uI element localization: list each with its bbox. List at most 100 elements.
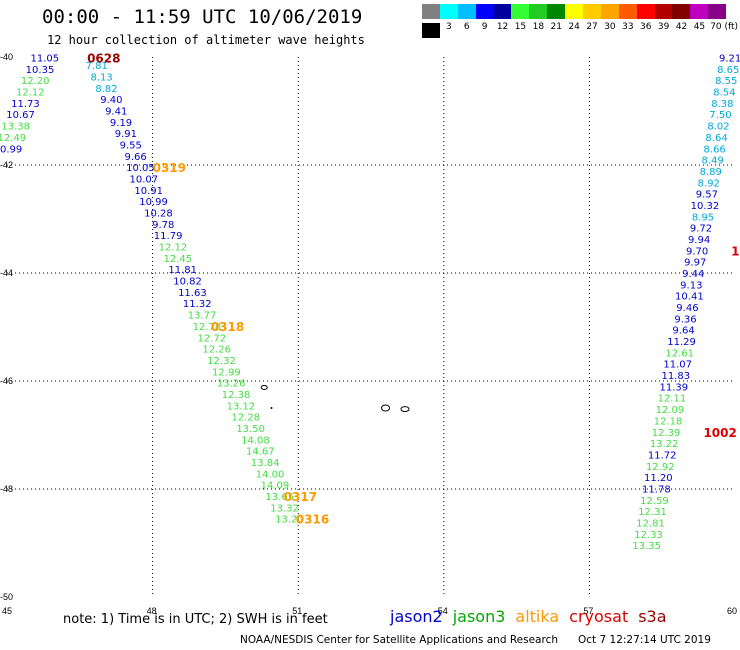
wave-height-label: 9.70 (686, 246, 708, 257)
wave-height-label: 10.99 (139, 197, 168, 208)
time-label: 10 (731, 244, 740, 258)
color-swatches (422, 4, 740, 42)
wave-height-label: 9.36 (674, 314, 696, 325)
wave-height-label: 10.28 (144, 209, 173, 220)
color-swatch (547, 4, 566, 19)
color-scale-tick: 18 (532, 22, 545, 32)
wave-height-label: 11.79 (154, 231, 183, 242)
color-swatch (672, 4, 691, 19)
wave-height-label: 8.02 (707, 122, 729, 133)
color-scale-tick: 3 (445, 22, 452, 32)
wave-height-label: 9.19 (110, 118, 132, 129)
wave-height-label: 9.78 (152, 220, 174, 231)
color-scale-tick: 24 (568, 22, 580, 32)
wave-height-label: 12.72 (197, 333, 226, 344)
wave-height-label: 7.81 (86, 61, 108, 72)
x-tick-label: 60 (727, 606, 737, 616)
wave-height-label: 9.40 (100, 95, 122, 106)
time-label: 0317 (284, 490, 317, 504)
color-scale-legend: 3 6 9 12 15 18 21 24 27 30 33 36 39 42 45 70 (ft) (422, 4, 740, 42)
wave-height-label: 12.81 (636, 518, 665, 529)
wave-height-label: 10.05 (126, 163, 155, 174)
wave-height-label: 8.82 (95, 84, 117, 95)
wave-height-label: 8.54 (713, 88, 735, 99)
wave-height-label: 9.41 (105, 106, 127, 117)
wave-height-label: 12.92 (646, 462, 675, 473)
time-label: 1002 (703, 426, 736, 440)
wave-height-label: 11.05 (31, 54, 60, 65)
island-outline (400, 406, 410, 413)
satellite-s3a: s3a (638, 607, 667, 626)
time-label: 0316 (296, 513, 329, 527)
color-swatch (565, 4, 584, 19)
wave-height-label: 11.73 (11, 99, 40, 110)
wave-height-label: 14.00 (256, 469, 285, 480)
wave-height-label: 13.50 (236, 424, 265, 435)
color-scale-tick: 33 (622, 22, 634, 32)
x-tick-label: 54 (438, 606, 448, 616)
wave-height-label: 12.38 (222, 390, 251, 401)
wave-height-label: 8.65 (717, 65, 739, 76)
time-label: 0628 (87, 52, 120, 66)
color-scale-tick: 39 (657, 22, 670, 32)
footer-timestamp: Oct 7 12:27:14 UTC 2019 (578, 634, 711, 646)
time-label: 0318 (211, 320, 244, 334)
color-swatch (618, 4, 637, 19)
wave-height-label: 13.32 (270, 503, 299, 514)
x-tick-label: 51 (292, 606, 302, 616)
satellite-jason2: jason2 (390, 607, 443, 626)
wave-height-label: 13.84 (251, 458, 280, 469)
wave-height-label: 13.38 (1, 122, 30, 133)
color-swatch (654, 4, 673, 19)
satellite-legend: jason2 jason3 altika cryosat s3a (390, 607, 677, 626)
wave-height-label: 13.35 (632, 541, 661, 552)
wave-height-label: 10.07 (130, 175, 159, 186)
y-tick-label: -42 (0, 160, 13, 170)
wave-height-label: 13.26 (217, 379, 246, 390)
wave-height-label: 9.57 (696, 190, 718, 201)
wave-height-label: 12.12 (16, 88, 45, 99)
wave-height-label: 10.82 (173, 277, 202, 288)
color-scale-tick: 12 (496, 22, 509, 32)
wave-height-label: 12.28 (231, 413, 260, 424)
color-scale-tick: 6 (463, 22, 470, 32)
wave-height-label: 10.99 (0, 144, 22, 155)
color-swatch (422, 4, 440, 19)
color-swatch (439, 4, 458, 19)
wave-height-label: 12.18 (654, 416, 683, 427)
wave-height-label: 13.22 (650, 439, 679, 450)
color-scale-tick: 36 (640, 22, 652, 32)
island-outline (381, 404, 391, 412)
color-swatch (422, 23, 440, 38)
color-scale-tick: 45 (693, 22, 706, 32)
color-scale-tick: 27 (586, 22, 598, 32)
chart-title: 00:00 - 11:59 UTC 10/06/2019 (42, 6, 363, 28)
color-swatch (708, 4, 727, 19)
color-swatch (457, 4, 476, 19)
wave-height-label: 8.49 (702, 156, 724, 167)
wave-height-label: 8.92 (698, 178, 720, 189)
wave-height-label: 12.99 (212, 367, 241, 378)
color-swatch (690, 4, 709, 19)
wave-height-label: 12.31 (638, 507, 667, 518)
wave-height-label: 12.78 (193, 322, 222, 333)
wave-height-label: 14.67 (246, 447, 275, 458)
wave-height-label: 9.21 (719, 54, 740, 65)
footer: NOAA/NESDIS Center for Satellite Applica… (240, 634, 711, 646)
island-dot (270, 407, 273, 409)
wave-height-label: 12.20 (21, 76, 50, 87)
color-swatch (600, 4, 619, 19)
x-tick-label: 45 (2, 606, 12, 616)
satellite-cryosat: cryosat (569, 607, 629, 626)
color-swatch (529, 4, 548, 19)
wave-height-label: 12.39 (652, 428, 681, 439)
color-scale-tick: 70 (ft) (710, 22, 739, 32)
wave-height-label: 11.81 (168, 265, 197, 276)
wave-height-label: 12.09 (656, 405, 685, 416)
color-scale-tick: 9 (481, 22, 488, 32)
color-scale-tick: 30 (604, 22, 616, 32)
wave-height-label: 12.12 (159, 243, 188, 254)
wave-height-label: 7.50 (709, 110, 731, 121)
x-tick-label: 57 (583, 606, 593, 616)
